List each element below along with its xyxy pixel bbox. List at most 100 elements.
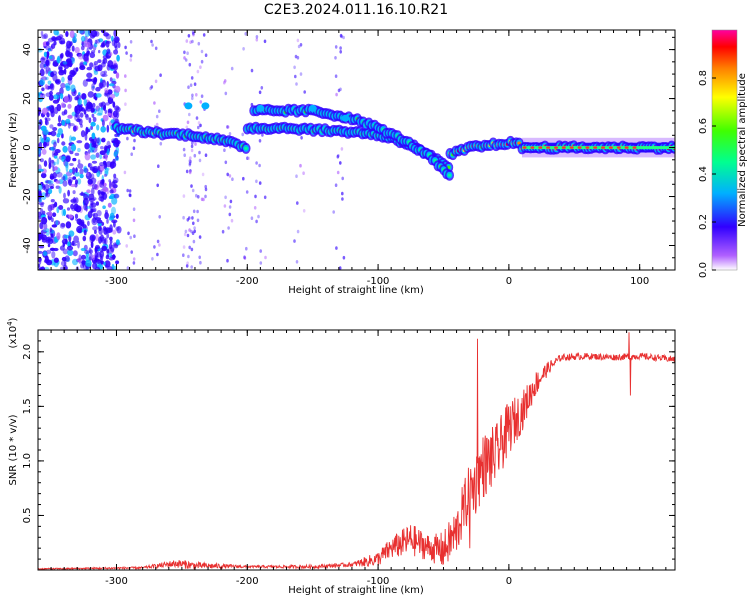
noise-speckle [187, 85, 190, 89]
noise-speckle [114, 85, 121, 93]
snr-y-axis-label: SNR (10 * v/v) [8, 414, 19, 485]
noise-speckle [46, 112, 50, 118]
noise-speckle [92, 226, 98, 231]
noise-speckle [65, 50, 70, 57]
noise-speckle [93, 70, 99, 76]
noise-speckle [115, 239, 120, 246]
noise-speckle [71, 45, 75, 52]
noise-speckle [85, 266, 89, 270]
noise-speckle [295, 174, 298, 178]
noise-speckle [96, 219, 103, 224]
noise-speckle [183, 232, 187, 237]
noise-speckle [106, 218, 109, 224]
noise-speckle [86, 72, 93, 79]
noise-speckle [51, 159, 54, 164]
noise-speckle [76, 140, 83, 144]
noise-speckle [103, 261, 106, 266]
noise-speckle [38, 245, 45, 249]
noise-speckle [67, 103, 72, 109]
noise-speckle [204, 194, 207, 199]
noise-speckle [150, 39, 153, 44]
noise-speckle [47, 180, 54, 185]
noise-speckle [52, 212, 57, 217]
noise-speckle [68, 123, 75, 127]
noise-speckle [83, 229, 87, 236]
noise-speckle [46, 51, 50, 57]
noise-speckle [111, 206, 116, 215]
noise-speckle [190, 76, 194, 80]
isolated-blob [308, 104, 317, 112]
noise-speckle [294, 74, 297, 79]
noise-speckle [99, 154, 103, 160]
noise-speckle [246, 156, 249, 160]
noise-speckle [242, 176, 245, 181]
noise-speckle [229, 199, 233, 204]
noise-speckle [76, 218, 82, 225]
noise-speckle [129, 58, 133, 62]
noise-speckle [112, 229, 117, 235]
noise-speckle [300, 136, 303, 140]
noise-speckle [129, 193, 132, 198]
noise-speckle [261, 133, 264, 137]
noise-speckle [72, 250, 78, 257]
noise-speckle [157, 164, 160, 168]
noise-speckle [224, 195, 227, 200]
noise-speckle [93, 61, 99, 66]
noise-speckle [90, 154, 96, 160]
noise-speckle [296, 229, 300, 234]
noise-speckle [192, 31, 195, 36]
noise-speckle [95, 244, 100, 250]
noise-speckle [47, 80, 52, 85]
noise-speckle [50, 71, 55, 78]
noise-speckle [188, 159, 192, 163]
noise-speckle [155, 114, 159, 119]
noise-speckle [45, 180, 52, 184]
noise-speckle [115, 72, 120, 79]
noise-speckle [71, 111, 77, 117]
y-tick-label: 1.0 [22, 453, 33, 469]
noise-speckle [41, 236, 45, 241]
noise-speckle [106, 48, 111, 54]
noise-speckle [53, 106, 59, 115]
noise-speckle [65, 31, 69, 37]
noise-speckle [186, 218, 190, 222]
noise-speckle [53, 161, 57, 166]
noise-speckle [115, 157, 119, 161]
noise-speckle [63, 175, 68, 180]
noise-speckle [245, 190, 249, 194]
noise-speckle [79, 112, 84, 118]
noise-speckle [105, 33, 112, 40]
noise-speckle [68, 230, 75, 237]
spectrogram-y-axis-label: Frequency (Hz) [8, 112, 19, 188]
noise-speckle [106, 249, 110, 254]
carrier-peak [561, 146, 566, 149]
noise-speckle [67, 145, 72, 153]
noise-speckle [185, 169, 189, 174]
noise-speckle [336, 170, 340, 175]
noise-speckle [191, 231, 195, 235]
noise-speckle [191, 188, 195, 193]
noise-speckle [51, 217, 54, 223]
noise-speckle [58, 186, 62, 194]
noise-speckle [60, 102, 65, 108]
noise-speckle [83, 197, 89, 206]
x-tick-label: -200 [236, 576, 259, 587]
noise-speckle [91, 187, 95, 196]
noise-speckle [41, 93, 46, 100]
noise-speckle [82, 235, 87, 242]
noise-speckle [48, 104, 55, 110]
noise-speckle [90, 107, 94, 114]
noise-speckle [43, 33, 49, 39]
noise-speckle [196, 69, 200, 74]
noise-speckle [156, 252, 159, 257]
noise-speckle [101, 61, 106, 68]
noise-speckle [77, 240, 80, 249]
noise-speckle [158, 215, 161, 219]
carrier-peak [554, 146, 558, 149]
noise-speckle [123, 170, 127, 175]
noise-speckle [334, 56, 337, 60]
noise-speckle [255, 179, 258, 184]
noise-speckle [195, 93, 198, 97]
noise-speckle [293, 65, 296, 70]
noise-speckle [56, 157, 60, 165]
